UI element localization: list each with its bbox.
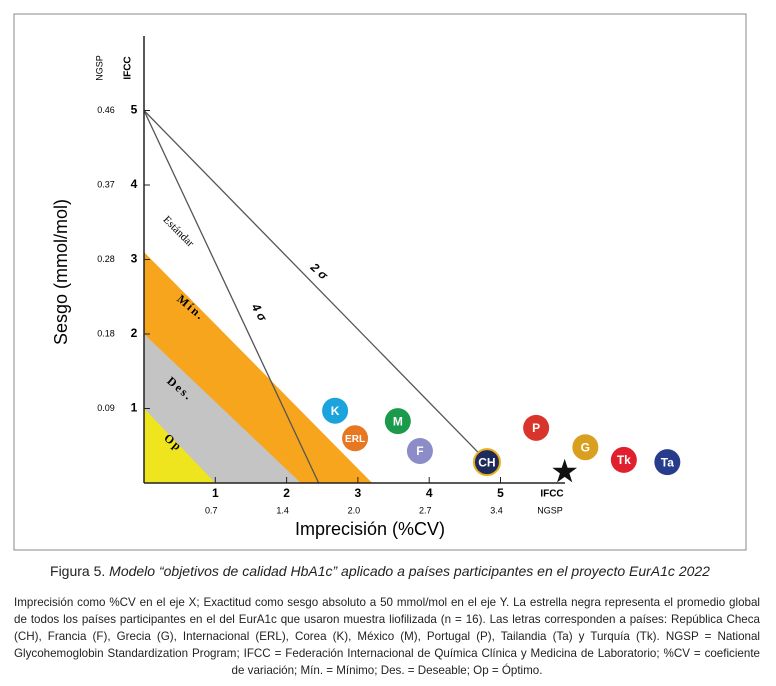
x-axis-label: Imprecisión (%CV) [295,519,445,539]
line-label: 2 σ [307,260,331,284]
y-axis-name: NGSP [94,55,104,81]
y-axis-name: IFCC [123,56,134,79]
x-tick-label: 3 [355,486,362,500]
country-marker [523,414,550,441]
x-tick-label: 4 [426,486,433,500]
x-tick-label: 2 [283,486,290,500]
x-tick-label: 1 [212,486,219,500]
y2-tick-label: 0.09 [97,403,115,413]
y-tick-label: 2 [131,326,138,340]
country-label: F [416,444,423,458]
country-marker [322,397,349,424]
country-marker [610,446,637,473]
y-tick-label: 1 [131,401,138,415]
country-marker [342,425,369,452]
caption-title: Figura 5. Modelo “objetivos de calidad H… [14,563,746,579]
x2-tick-label: 2.0 [348,505,361,515]
country-marker [472,448,501,477]
caption-description: Imprecisión como %CV en el eje X; Exacti… [14,596,760,677]
x-tick-label: 5 [497,486,504,500]
x2-tick-label: 2.7 [419,505,432,515]
region [144,408,216,483]
sigma-line [143,110,320,484]
x-axis-name: IFCC [540,489,563,500]
y2-tick-label: 0.28 [97,254,115,264]
y2-tick-label: 0.18 [97,328,115,338]
sigma-line [143,110,487,462]
country-label: ERL [345,434,365,445]
y-tick-label: 5 [131,103,138,117]
y2-tick-label: 0.37 [97,179,115,189]
line-label: 4 σ [248,300,270,324]
country-label: K [331,404,340,418]
x-axis-name: NGSP [537,505,563,515]
x2-tick-label: 0.7 [205,505,218,515]
country-label: G [581,440,590,454]
line-annotation: Estándar [160,214,196,250]
figure-title: Modelo “objetivos de calidad HbA1c” apli… [109,563,710,579]
chart: Mín.Des.Op4 σ2 σEstándar123450.090.180.2… [13,13,747,551]
country-label: Ta [661,455,674,469]
country-marker [384,408,411,435]
country-marker [406,437,433,464]
x2-tick-label: 1.4 [276,505,289,515]
global-mean-star [552,458,578,483]
frame [13,13,747,551]
y-tick-label: 4 [131,177,138,191]
region [144,334,301,483]
y-tick-label: 3 [131,252,138,266]
x2-tick-label: 3.4 [490,505,503,515]
country-label: P [532,421,540,435]
country-label: Tk [617,453,631,467]
country-marker [572,434,599,461]
y2-tick-label: 0.46 [97,105,115,115]
figure-label: Figura 5. [50,563,106,579]
country-label: CH [478,455,495,469]
country-label: M [393,414,403,428]
country-marker [654,449,681,476]
y-axis-label: Sesgo (mmol/mol) [51,199,71,345]
